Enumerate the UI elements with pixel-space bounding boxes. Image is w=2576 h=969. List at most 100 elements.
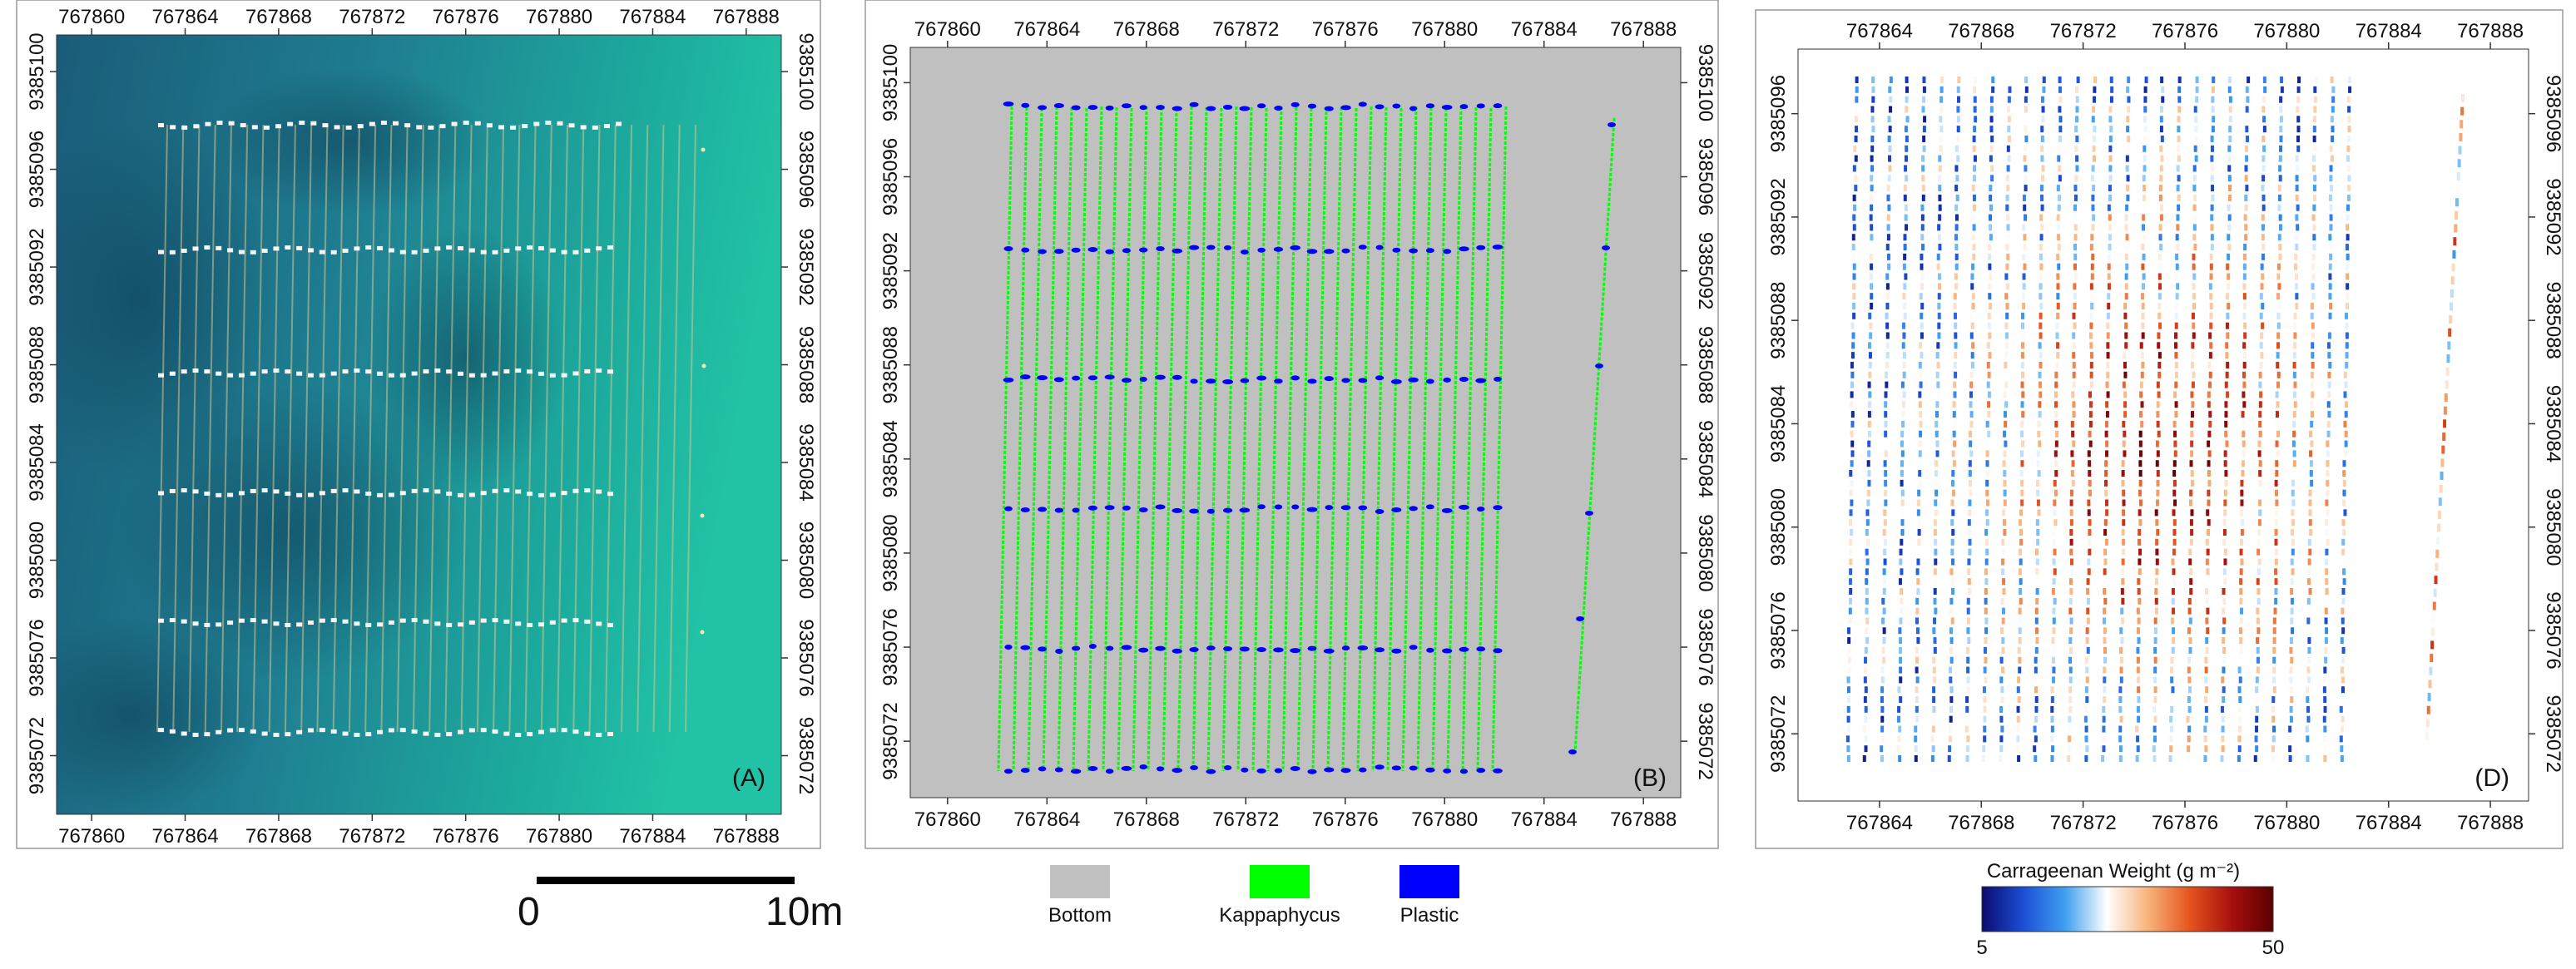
float	[319, 373, 325, 378]
weight-point	[2037, 430, 2041, 438]
weight-point	[2341, 676, 2346, 684]
cultivation-line	[444, 124, 457, 733]
plastic-float	[1409, 248, 1419, 254]
weight-point	[2222, 597, 2227, 605]
weight-point	[2174, 411, 2178, 418]
weight-point	[2006, 106, 2010, 113]
weight-point	[2002, 578, 2006, 586]
weight-point	[1900, 607, 1904, 615]
y-tick-label-right: 9385088	[795, 326, 817, 403]
float	[250, 488, 256, 493]
weight-point	[2276, 322, 2281, 329]
weight-point	[2346, 214, 2350, 221]
weight-point	[1905, 224, 1909, 231]
weight-point	[2194, 126, 2198, 133]
weight-point	[2102, 745, 2106, 753]
weight-point	[2038, 411, 2042, 418]
x-tick-label-top: 767872	[2050, 20, 2117, 42]
weight-point	[2209, 263, 2213, 270]
weight-point	[2272, 686, 2276, 694]
weight-point	[2021, 322, 2025, 329]
weight-point	[2224, 420, 2228, 428]
weight-point	[1870, 234, 1874, 241]
float	[158, 373, 164, 378]
plastic-float	[1595, 363, 1603, 368]
weight-point	[2090, 293, 2094, 300]
weight-point	[1956, 96, 1960, 103]
weight-point	[1989, 224, 1993, 231]
weight-point	[2036, 460, 2040, 467]
weight-point	[1865, 587, 1869, 595]
weight-point	[1938, 185, 1942, 192]
weight-point	[2138, 568, 2142, 576]
weight-point	[1937, 293, 1941, 300]
weight-point	[2052, 617, 2056, 625]
float	[474, 121, 481, 126]
float	[342, 619, 349, 624]
y-tick-label-right: 9385096	[1694, 138, 1717, 215]
float	[463, 121, 469, 126]
weight-point	[1966, 607, 1970, 615]
weight-point	[2240, 489, 2244, 497]
weight-point	[2331, 86, 2336, 93]
float	[492, 250, 498, 255]
weight-point	[1883, 558, 1887, 566]
weight-point	[1882, 529, 1886, 536]
weight-point	[2432, 601, 2436, 611]
plastic-float	[1087, 766, 1098, 772]
weight-point	[2309, 460, 2313, 467]
weight-point	[2068, 745, 2072, 753]
weight-point	[2105, 450, 2109, 457]
weight-point	[1988, 283, 1991, 290]
weight-point	[1867, 430, 1871, 438]
weight-point	[2021, 332, 2025, 339]
weight-point	[2239, 646, 2243, 654]
weight-point	[1966, 735, 1970, 743]
weight-point	[1921, 244, 1925, 251]
weight-point	[1884, 391, 1888, 398]
float	[330, 371, 337, 376]
weight-point	[2329, 204, 2333, 211]
weight-point	[2443, 406, 2447, 415]
weight-point	[2004, 401, 2009, 408]
weight-point	[2346, 194, 2351, 201]
weight-point	[2239, 597, 2243, 605]
weight-point	[2347, 126, 2351, 133]
weight-point	[2224, 470, 2228, 477]
float	[299, 121, 305, 126]
weight-point	[2073, 293, 2077, 300]
weight-point	[2154, 607, 2158, 615]
weight-point	[2072, 371, 2076, 378]
weight-point	[2276, 430, 2280, 438]
weight-point	[2227, 234, 2231, 241]
weight-point	[2244, 204, 2248, 211]
weight-point	[2239, 548, 2243, 556]
kappaphycus-line	[1117, 107, 1133, 772]
weight-point	[2190, 470, 2194, 477]
weight-point	[2205, 578, 2209, 586]
weight-point	[1915, 696, 1919, 704]
weight-point	[2194, 155, 2198, 162]
float	[319, 618, 325, 623]
weight-point	[2271, 755, 2275, 762]
weight-point	[2085, 745, 2089, 753]
weight-point	[2326, 470, 2330, 477]
weight-point	[2156, 470, 2160, 477]
weight-point	[2160, 204, 2164, 211]
weight-point	[2157, 361, 2162, 368]
weight-point	[2206, 548, 2210, 556]
plastic-float	[1307, 769, 1317, 774]
weight-point	[1850, 440, 1855, 447]
weight-point	[1936, 263, 1940, 270]
weight-point	[2088, 479, 2092, 487]
panel-a-seagrass-patch	[116, 383, 466, 682]
weight-point	[2015, 745, 2019, 753]
weight-point	[2342, 578, 2346, 586]
weight-point	[1973, 86, 1977, 93]
weight-point	[2175, 263, 2179, 270]
weight-point	[2204, 745, 2208, 753]
weight-point	[2038, 371, 2042, 378]
plastic-float	[1172, 374, 1182, 380]
cultivation-line	[204, 124, 216, 733]
weight-point	[1903, 244, 1907, 251]
